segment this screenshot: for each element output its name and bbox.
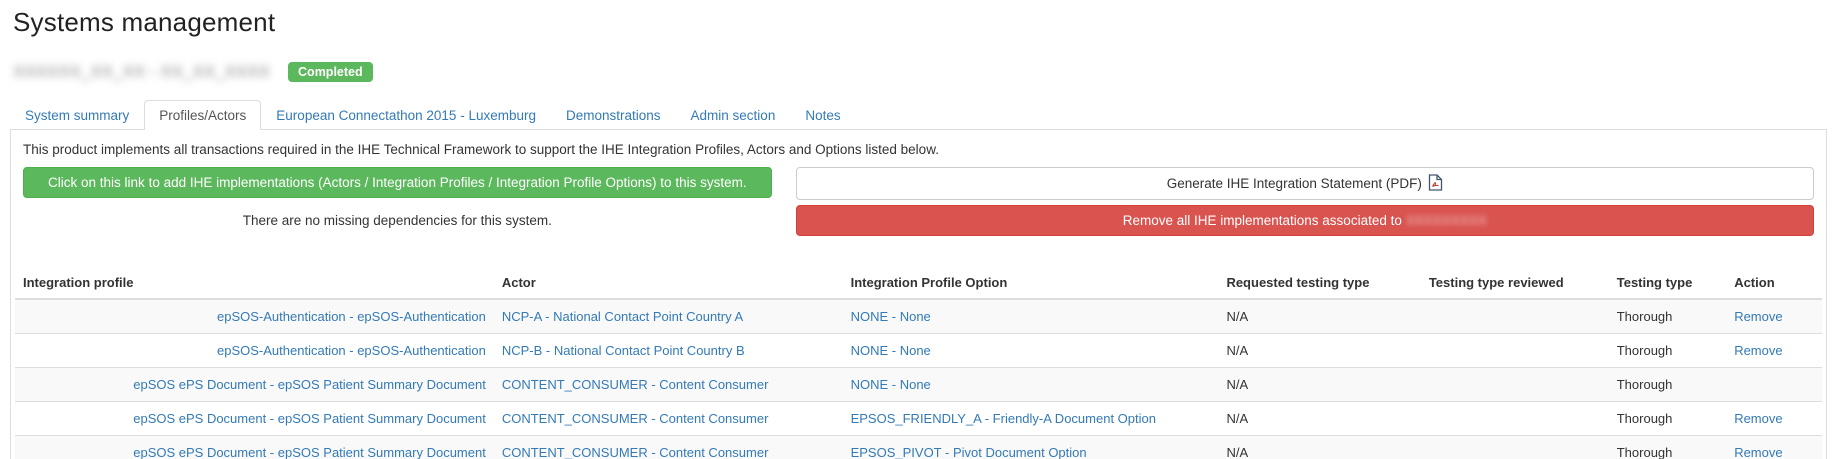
tab-european-connectathon[interactable]: European Connectathon 2015 - Luxemburg — [276, 108, 536, 123]
tab-bar: System summary Profiles/Actors European … — [10, 100, 1827, 130]
column-header-action: Action — [1726, 267, 1822, 301]
table-row: epSOS ePS Document - epSOS Patient Summa… — [15, 367, 1822, 402]
column-header-testing-type-reviewed: Testing type reviewed — [1420, 267, 1609, 301]
testing-type-reviewed-value — [1420, 367, 1609, 402]
tab-system-summary[interactable]: System summary — [25, 108, 130, 123]
column-header-testing-type: Testing type — [1608, 267, 1727, 301]
testing-type-reviewed-value — [1420, 333, 1609, 368]
integration-profile-link[interactable]: epSOS ePS Document - epSOS Patient Summa… — [133, 411, 486, 427]
tab-profiles-actors[interactable]: Profiles/Actors — [144, 100, 262, 130]
testing-type-reviewed-value — [1420, 298, 1609, 334]
table-header-row: Integration profile Actor Integration Pr… — [15, 267, 1822, 301]
remove-link[interactable]: Remove — [1734, 343, 1783, 359]
actor-link[interactable]: NCP-B - National Contact Point Country B — [501, 343, 745, 359]
page-title: Systems management — [13, 7, 276, 37]
add-implementations-button[interactable]: Click on this link to add IHE implementa… — [23, 167, 772, 199]
column-header-actor: Actor — [493, 267, 843, 301]
system-name-redacted: XXXXXX_XX_XX - XX_XX_XXXX — [13, 62, 271, 81]
testing-type-reviewed-value — [1420, 435, 1609, 459]
column-header-requested-testing-type: Requested testing type — [1218, 267, 1421, 301]
pdf-file-icon — [1428, 174, 1443, 191]
generate-statement-label: Generate IHE Integration Statement (PDF) — [1166, 176, 1422, 191]
table-row: epSOS-Authentication - epSOS-Authenticat… — [15, 298, 1822, 334]
remove-all-label: Remove all IHE implementations associate… — [1122, 213, 1402, 229]
integration-profile-link[interactable]: epSOS ePS Document - epSOS Patient Summa… — [133, 445, 486, 459]
actor-link[interactable]: CONTENT_CONSUMER - Content Consumer — [501, 411, 769, 427]
testing-type-value: Thorough — [1608, 298, 1727, 334]
tab-notes[interactable]: Notes — [805, 108, 841, 123]
implementations-table: Integration profile Actor Integration Pr… — [15, 267, 1822, 459]
table-row: epSOS ePS Document - epSOS Patient Summa… — [15, 435, 1822, 459]
intro-text: This product implements all transactions… — [23, 142, 939, 157]
no-missing-dependencies-text: There are no missing dependencies for th… — [242, 213, 552, 229]
profile-option-link[interactable]: EPSOS_FRIENDLY_A - Friendly-A Document O… — [850, 411, 1156, 427]
column-header-integration-profile-option: Integration Profile Option — [842, 267, 1219, 301]
profile-option-link[interactable]: EPSOS_PIVOT - Pivot Document Option — [850, 445, 1087, 459]
testing-type-value: Thorough — [1608, 367, 1727, 402]
actor-link[interactable]: CONTENT_CONSUMER - Content Consumer — [501, 445, 769, 459]
testing-type-reviewed-value — [1420, 401, 1609, 436]
integration-profile-link[interactable]: epSOS-Authentication - epSOS-Authenticat… — [217, 309, 486, 325]
system-header: XXXXXX_XX_XX - XX_XX_XXXX Completed — [13, 60, 1827, 84]
requested-testing-type-value: N/A — [1218, 435, 1421, 459]
testing-type-value: Thorough — [1608, 435, 1727, 459]
integration-profile-link[interactable]: epSOS ePS Document - epSOS Patient Summa… — [133, 377, 486, 393]
column-header-integration-profile: Integration profile — [15, 267, 494, 301]
actor-link[interactable]: CONTENT_CONSUMER - Content Consumer — [501, 377, 769, 393]
table-row: epSOS ePS Document - epSOS Patient Summa… — [15, 401, 1822, 436]
testing-type-value: Thorough — [1608, 401, 1727, 436]
profile-option-link[interactable]: NONE - None — [850, 309, 931, 325]
testing-type-value: Thorough — [1608, 333, 1727, 368]
remove-link[interactable]: Remove — [1734, 309, 1783, 325]
tab-admin-section[interactable]: Admin section — [690, 108, 776, 123]
integration-profile-link[interactable]: epSOS-Authentication - epSOS-Authenticat… — [217, 343, 486, 359]
requested-testing-type-value: N/A — [1218, 401, 1421, 436]
profiles-actors-panel: This product implements all transactions… — [10, 129, 1827, 459]
remove-link[interactable]: Remove — [1734, 411, 1783, 427]
actor-link[interactable]: NCP-A - National Contact Point Country A — [501, 309, 744, 325]
requested-testing-type-value: N/A — [1218, 298, 1421, 334]
action-empty-cell — [1726, 367, 1822, 402]
remove-link[interactable]: Remove — [1734, 445, 1783, 459]
status-badge: Completed — [288, 61, 373, 83]
remove-all-redacted-text: XXXXXXXXX — [1405, 213, 1487, 229]
table-row: epSOS-Authentication - epSOS-Authenticat… — [15, 333, 1822, 368]
profile-option-link[interactable]: NONE - None — [850, 377, 931, 393]
generate-statement-button[interactable]: Generate IHE Integration Statement (PDF) — [795, 167, 1814, 201]
profile-option-link[interactable]: NONE - None — [850, 343, 931, 359]
requested-testing-type-value: N/A — [1218, 333, 1421, 368]
remove-all-implementations-button[interactable]: Remove all IHE implementations associate… — [795, 205, 1814, 237]
requested-testing-type-value: N/A — [1218, 367, 1421, 402]
tab-demonstrations[interactable]: Demonstrations — [565, 108, 661, 123]
